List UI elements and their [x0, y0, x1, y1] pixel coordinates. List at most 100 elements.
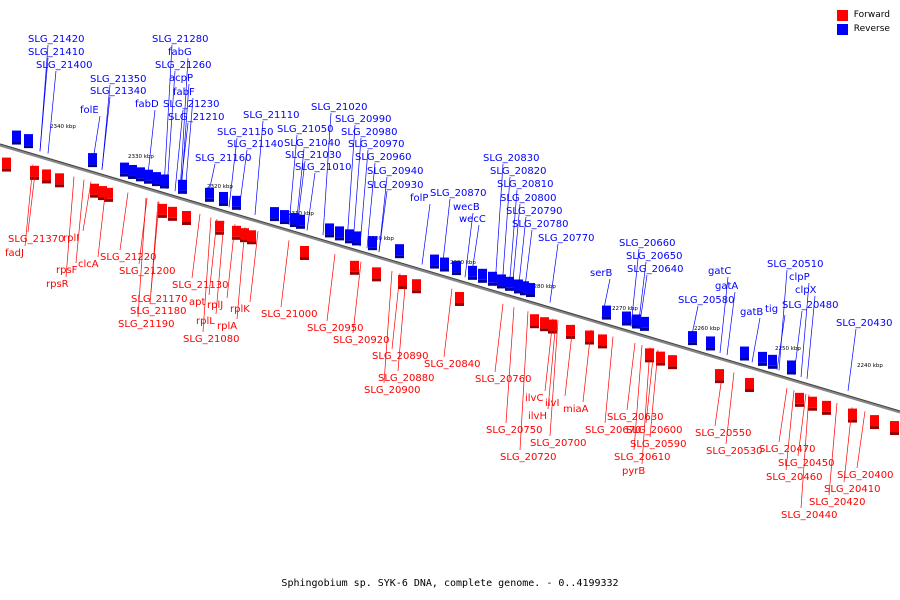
tick-labels: 2340 kbp 2330 kbp 2320 kbp 2310 kbp 2300 kbp…	[50, 124, 883, 369]
forward-gene-block-body	[715, 369, 724, 381]
forward-gene-label-leader	[547, 319, 557, 410]
reverse-gene-label-leader	[421, 203, 431, 265]
reverse-gene-block-shadow	[335, 237, 344, 241]
reverse-gene-block	[520, 281, 529, 296]
forward-gene-block-body	[598, 334, 607, 346]
reverse-gene-block	[497, 274, 506, 289]
reverse-gene-block-shadow	[640, 327, 649, 331]
reverse-gene-label-leader	[508, 189, 518, 291]
reverse-gene-label: SLG_20790	[506, 206, 562, 217]
reverse-gene-label: gatB	[740, 307, 763, 318]
forward-gene-block	[668, 355, 677, 370]
forward-gene-block-shadow	[247, 241, 256, 245]
forward-gene-block-shadow	[548, 330, 557, 334]
reverse-gene-block	[440, 257, 449, 272]
tick-label: 2240 kbp	[857, 363, 883, 369]
forward-gene-block-shadow	[300, 257, 309, 260]
tick-label: 2320 kbp	[207, 184, 233, 190]
reverse-gene-block-shadow	[12, 141, 21, 145]
forward-gene-block-shadow	[656, 362, 665, 366]
forward-gene-label-leader	[649, 349, 659, 438]
forward-gene-label-leader	[505, 307, 515, 424]
forward-gene-label: SLG_20600	[626, 425, 682, 436]
reverse-gene-label-leader	[346, 124, 356, 243]
forward-gene-block	[412, 279, 421, 294]
reverse-gene-label-leader	[163, 44, 173, 189]
reverse-gene-block	[128, 164, 137, 179]
forward-gene-block-shadow	[2, 168, 11, 172]
forward-gene-block-shadow	[168, 217, 177, 221]
forward-gene-label-leader	[641, 347, 651, 465]
reverse-gene-block-body	[335, 226, 344, 238]
reverse-gene-label: SLG_21050	[277, 124, 333, 135]
forward-gene-block-shadow	[745, 389, 754, 393]
forward-gene-block-body	[668, 355, 677, 367]
reverse-gene-label: folE	[80, 105, 99, 116]
reverse-gene-block-shadow	[526, 294, 535, 298]
reverse-gene-block-body	[296, 214, 305, 226]
reverse-gene-block	[640, 316, 649, 331]
forward-gene-label: SLG_21170	[131, 294, 187, 305]
reverse-gene-block-shadow	[296, 225, 305, 229]
reverse-gene-label: SLG_21160	[195, 153, 251, 164]
reverse-gene-label-leader	[184, 97, 194, 195]
reverse-gene-block-body	[120, 162, 129, 174]
forward-gene-block-shadow	[890, 432, 899, 436]
forward-gene-label: miaA	[563, 404, 589, 415]
reverse-gene-block-shadow	[325, 234, 334, 238]
forward-gene-label: SLG_20750	[486, 425, 542, 436]
reverse-gene-block-body	[136, 167, 145, 179]
forward-gene-label-leader	[65, 176, 75, 278]
reverse-gene-block-body	[24, 134, 33, 146]
genome-axis	[0, 143, 900, 414]
forward-gene-block-shadow	[90, 194, 99, 198]
forward-gene-label: rpsR	[46, 279, 69, 290]
reverse-gene-label-leader	[91, 115, 101, 167]
forward-gene-block-shadow	[215, 231, 224, 235]
reverse-gene-label-leader	[517, 216, 527, 294]
reverse-gene-label: SLG_20650	[626, 251, 682, 262]
reverse-gene-block-shadow	[128, 175, 137, 179]
forward-gene-label: ilvH	[528, 411, 547, 422]
forward-gene-label-leader	[326, 253, 336, 322]
reverse-gene-label-leader	[306, 172, 316, 231]
reverse-gene-block-shadow	[602, 316, 611, 320]
forward-gene-label-leader	[191, 213, 201, 279]
reverse-gene-block-body	[488, 271, 497, 283]
gene-blocks	[2, 130, 899, 436]
reverse-gene-label: clpX	[795, 285, 817, 296]
forward-gene-label: rplA	[217, 321, 237, 332]
reverse-gene-block	[12, 130, 21, 145]
forward-gene-block-shadow	[412, 290, 421, 294]
reverse-gene-label: SLG_20960	[355, 152, 411, 163]
reverse-gene-block	[280, 210, 289, 225]
reverse-gene-label: SLG_21110	[243, 110, 299, 121]
tick-label: 2310 kbp	[288, 211, 314, 217]
forward-gene-label-leader	[391, 273, 401, 350]
reverse-gene-label-leader	[689, 305, 699, 345]
forward-gene-block-shadow	[598, 345, 607, 349]
reverse-gene-label: SLG_20800	[500, 193, 556, 204]
reverse-gene-label: SLG_20980	[341, 127, 397, 138]
forward-gene-label: SLG_20530	[706, 446, 762, 457]
reverse-gene-label: SLG_20830	[483, 153, 539, 164]
forward-gene-label-leader	[82, 181, 92, 232]
reverse-gene-block-body	[178, 179, 187, 191]
forward-gene-label-leader	[828, 402, 838, 496]
forward-gene-block-shadow	[98, 197, 107, 201]
forward-gene-block-shadow	[232, 236, 241, 240]
reverse-gene-label-leader	[501, 176, 511, 289]
forward-gene-block-body	[530, 314, 539, 326]
forward-gene-block	[215, 220, 224, 235]
reverse-gene-block	[706, 336, 715, 351]
reverse-gene-block	[478, 268, 487, 283]
forward-gene-label: pyrB	[622, 466, 645, 477]
reverse-gene-label-leader	[726, 291, 736, 356]
reverse-gene-block-shadow	[622, 322, 631, 326]
reverse-gene-label-leader	[206, 163, 216, 201]
forward-gene-label-leader	[280, 240, 290, 308]
reverse-gene-label-leader	[511, 203, 521, 292]
reverse-gene-block-shadow	[205, 198, 214, 202]
forward-gene-block-body	[30, 165, 39, 177]
forward-gene-label-leader	[785, 390, 795, 471]
